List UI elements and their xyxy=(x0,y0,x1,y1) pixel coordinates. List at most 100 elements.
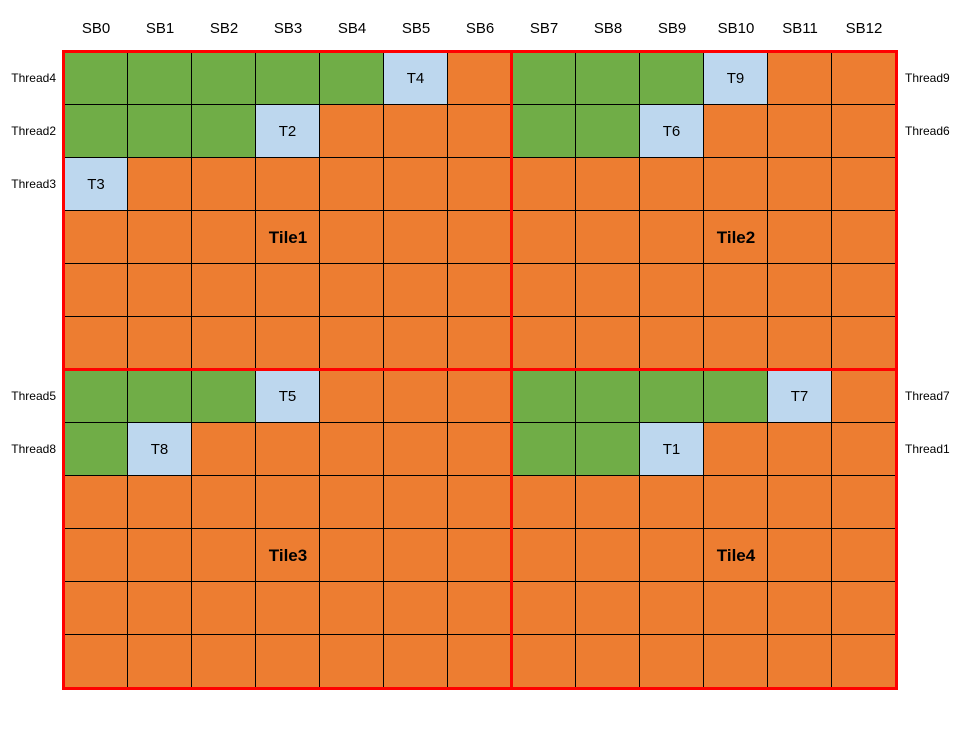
grid-cell xyxy=(64,317,128,370)
grid-cell xyxy=(128,105,192,158)
grid-cell xyxy=(192,529,256,582)
grid-cell xyxy=(192,317,256,370)
column-headers: SB0 SB1 SB2 SB3 SB4 SB5 SB6 SB7 SB8 SB9 SB10 SB11 SB… xyxy=(64,12,896,44)
grid-cell xyxy=(128,158,192,211)
thread-position-cell-t3: T3 xyxy=(64,158,128,211)
grid-cell xyxy=(384,370,448,423)
column-header-sb12: SB12 xyxy=(845,19,883,37)
grid-cell xyxy=(256,211,320,264)
grid-cell xyxy=(512,476,576,529)
grid-cell xyxy=(192,635,256,688)
grid-cell xyxy=(448,423,512,476)
thread-position-cell-t6: T6 xyxy=(640,105,704,158)
grid-cell xyxy=(64,582,128,635)
grid-cell xyxy=(64,211,128,264)
grid-cell xyxy=(448,264,512,317)
grid-cell xyxy=(576,52,640,105)
grid-cell xyxy=(384,635,448,688)
grid-cell xyxy=(704,317,768,370)
grid-cell xyxy=(640,52,704,105)
thread-position-cell-t9: T9 xyxy=(704,52,768,105)
grid-cell xyxy=(128,370,192,423)
thread-position-cell-t7: T7 xyxy=(768,370,832,423)
row-label-thread1: Thread1 xyxy=(905,442,950,456)
grid-cell xyxy=(512,264,576,317)
grid-cell xyxy=(384,317,448,370)
grid-cell xyxy=(576,264,640,317)
thread-position-cell-t1: T1 xyxy=(640,423,704,476)
grid-cell xyxy=(640,529,704,582)
grid-cell xyxy=(832,52,896,105)
grid-cell xyxy=(640,635,704,688)
grid-cell xyxy=(704,529,768,582)
grid-cell xyxy=(192,211,256,264)
grid-cell xyxy=(512,105,576,158)
column-header-sb0: SB0 xyxy=(81,19,111,37)
column-header-sb1: SB1 xyxy=(145,19,175,37)
grid-cell xyxy=(576,529,640,582)
column-header-sb5: SB5 xyxy=(401,19,431,37)
grid-cell xyxy=(704,264,768,317)
grid-cell xyxy=(640,264,704,317)
grid-cell xyxy=(576,105,640,158)
grid-cell xyxy=(448,158,512,211)
row-label-thread4: Thread4 xyxy=(11,71,56,85)
grid-cell xyxy=(192,158,256,211)
grid-cell xyxy=(64,635,128,688)
grid-cell xyxy=(192,105,256,158)
grid-cell xyxy=(320,105,384,158)
grid-cell xyxy=(448,582,512,635)
grid-cell xyxy=(384,211,448,264)
grid-cell xyxy=(320,317,384,370)
grid-cell xyxy=(64,264,128,317)
grid-cell xyxy=(512,529,576,582)
row-label-thread6: Thread6 xyxy=(905,124,950,138)
grid-cell xyxy=(192,476,256,529)
grid-cell xyxy=(320,211,384,264)
grid-cell xyxy=(640,582,704,635)
grid-cell xyxy=(704,105,768,158)
column-header-sb11: SB11 xyxy=(782,19,818,37)
grid-cell xyxy=(704,582,768,635)
grid-cell xyxy=(384,264,448,317)
grid-cell xyxy=(128,582,192,635)
grid-cell xyxy=(640,317,704,370)
grid-cell xyxy=(384,158,448,211)
grid-cell xyxy=(512,635,576,688)
grid-cell xyxy=(640,476,704,529)
grid-cell xyxy=(832,264,896,317)
grid-cell xyxy=(320,264,384,317)
grid-cell xyxy=(704,211,768,264)
grid-cell xyxy=(512,158,576,211)
grid-cell xyxy=(256,158,320,211)
grid-cell xyxy=(448,476,512,529)
thread-position-cell-t4: T4 xyxy=(384,52,448,105)
grid-cell xyxy=(512,582,576,635)
row-label-thread2: Thread2 xyxy=(11,124,56,138)
grid-cell xyxy=(448,635,512,688)
grid-cell xyxy=(448,211,512,264)
grid-cell xyxy=(64,105,128,158)
grid-cell xyxy=(832,211,896,264)
grid-cell xyxy=(768,52,832,105)
grid-cell xyxy=(320,476,384,529)
grid-cell xyxy=(832,158,896,211)
grid-cell xyxy=(320,635,384,688)
grid-cell xyxy=(832,582,896,635)
grid-cell xyxy=(128,264,192,317)
thread-position-cell-t5: T5 xyxy=(256,370,320,423)
grid-cell xyxy=(64,370,128,423)
grid-cell xyxy=(512,52,576,105)
grid-cell xyxy=(704,423,768,476)
grid-cell xyxy=(576,158,640,211)
grid-cell xyxy=(640,211,704,264)
grid-cell xyxy=(576,582,640,635)
grid-cell xyxy=(256,317,320,370)
grid-cell xyxy=(704,476,768,529)
row-label-thread9: Thread9 xyxy=(905,71,950,85)
grid-cell xyxy=(832,529,896,582)
grid-cell xyxy=(640,370,704,423)
grid-cell xyxy=(704,158,768,211)
grid-cell xyxy=(448,317,512,370)
grid-cell xyxy=(128,476,192,529)
